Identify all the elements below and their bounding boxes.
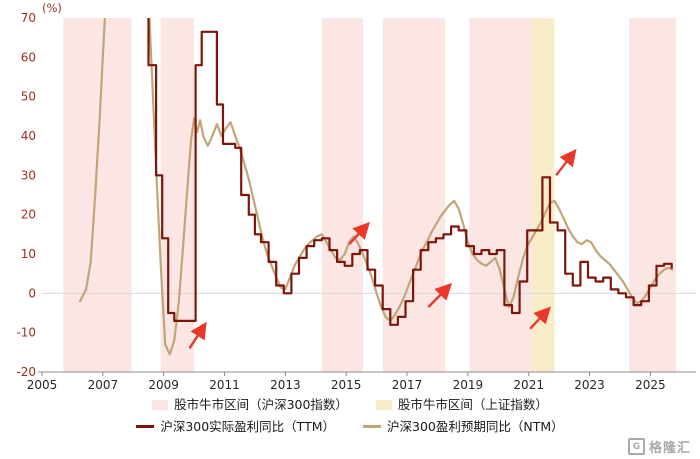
x-tick-label: 2021 [513, 378, 544, 392]
bull-market-band [321, 18, 363, 372]
legend-item-ttm: 沪深300实际盈利同比（TTM） [136, 418, 336, 434]
y-tick-label: -20 [16, 365, 36, 379]
x-tick-label: 2009 [148, 378, 179, 392]
y-tick-label: 70 [21, 11, 36, 25]
x-tick-label: 2013 [270, 378, 301, 392]
gelonghui-logo-icon: G [627, 438, 645, 455]
bull-market-band [382, 18, 446, 372]
earnings-growth-chart: 2005 2007 2009 2011 2013 2015 2017 2019 2021 2023… [16, 1, 696, 392]
legend-label-bull-csi300: 股市牛市区间（沪深300指数） [174, 397, 348, 412]
gelonghui-watermark-text: 格隆汇 [648, 441, 691, 456]
annotation-arrow [427, 282, 453, 308]
annotation-arrow [348, 221, 370, 246]
y-tick-label: 50 [21, 90, 36, 104]
x-tick-label: 2015 [331, 378, 362, 392]
x-tick-label: 2005 [27, 378, 58, 392]
legend-item-bull-sse: 股市牛市区间（上证指数） [375, 397, 548, 412]
bull-market-band [469, 18, 532, 372]
ttm-series-line [147, 18, 673, 326]
annotation-arrow [555, 148, 577, 177]
y-axis-unit-label: (%) [42, 1, 62, 15]
y-tick-label: 0 [28, 286, 36, 300]
legend: 股市牛市区间（沪深300指数） 股市牛市区间（上证指数） 沪深300实际盈利同比… [0, 397, 700, 434]
annotation-arrow [529, 306, 551, 330]
ntm-line-swatch [363, 425, 382, 429]
annotation-arrow [188, 321, 207, 350]
y-tick-label: 40 [21, 129, 36, 143]
legend-label-ttm: 沪深300实际盈利同比（TTM） [160, 418, 336, 434]
bull-band-csi300-swatch [152, 400, 169, 411]
x-tick-label: 2019 [453, 378, 484, 392]
legend-item-ntm: 沪深300盈利预期同比（NTM） [363, 418, 564, 434]
bull-market-band [63, 18, 132, 372]
y-tick-label: 60 [21, 50, 36, 64]
legend-label-ntm: 沪深300盈利预期同比（NTM） [387, 418, 564, 434]
x-tick-label: 2025 [635, 378, 666, 392]
bull-market-band [629, 18, 677, 372]
x-tick-label: 2023 [574, 378, 605, 392]
x-tick-label: 2011 [209, 378, 240, 392]
legend-row-1: 股市牛市区间（沪深300指数） 股市牛市区间（上证指数） [152, 397, 548, 412]
x-tick-label: 2007 [88, 378, 119, 392]
y-tick-label: -10 [16, 326, 36, 340]
ttm-line-swatch [136, 425, 155, 429]
gelonghui-watermark: G 格隆汇 [627, 437, 691, 456]
x-tick-label: 2017 [392, 378, 423, 392]
y-tick-label: 30 [21, 168, 36, 182]
bull-band-sse-swatch [375, 400, 392, 411]
legend-item-bull-csi300: 股市牛市区间（沪深300指数） [152, 397, 348, 412]
legend-label-bull-sse: 股市牛市区间（上证指数） [397, 397, 548, 412]
legend-row-2: 沪深300实际盈利同比（TTM） 沪深300盈利预期同比（NTM） [136, 418, 564, 434]
y-tick-label: 10 [21, 247, 36, 261]
y-tick-label: 20 [21, 208, 36, 222]
